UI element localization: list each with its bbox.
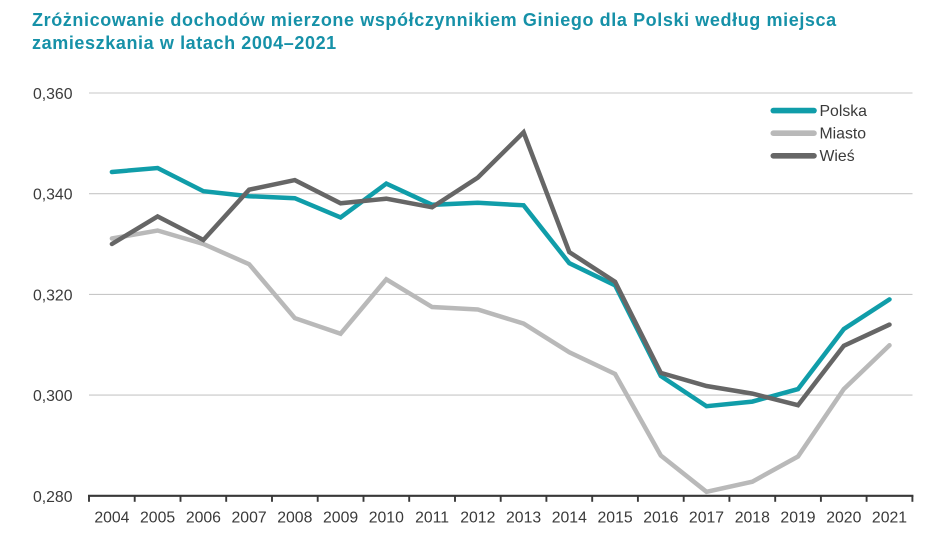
svg-text:0,360: 0,360: [33, 86, 73, 103]
svg-text:0,280: 0,280: [33, 489, 73, 506]
svg-text:2014: 2014: [552, 510, 587, 527]
svg-text:Polska: Polska: [820, 103, 868, 120]
svg-text:Wieś: Wieś: [820, 148, 855, 165]
svg-text:2018: 2018: [735, 510, 770, 527]
svg-text:2010: 2010: [369, 510, 404, 527]
svg-text:zamieszkania w latach 2004–202: zamieszkania w latach 2004–2021: [32, 33, 337, 53]
svg-text:2016: 2016: [643, 510, 678, 527]
svg-text:2004: 2004: [94, 510, 129, 527]
svg-text:0,320: 0,320: [33, 287, 73, 304]
svg-text:2021: 2021: [872, 510, 907, 527]
svg-text:Zróżnicowanie dochodów mierzon: Zróżnicowanie dochodów mierzone współczy…: [32, 10, 837, 30]
svg-text:2017: 2017: [689, 510, 724, 527]
svg-text:2007: 2007: [232, 510, 267, 527]
svg-text:2006: 2006: [186, 510, 221, 527]
svg-text:Miasto: Miasto: [820, 125, 867, 142]
svg-text:2019: 2019: [780, 510, 815, 527]
svg-text:2015: 2015: [598, 510, 633, 527]
svg-text:0,300: 0,300: [33, 388, 73, 405]
svg-text:0,340: 0,340: [33, 187, 73, 204]
svg-text:2020: 2020: [826, 510, 861, 527]
svg-text:2009: 2009: [323, 510, 358, 527]
svg-text:2013: 2013: [506, 510, 541, 527]
svg-text:2012: 2012: [460, 510, 495, 527]
svg-text:2008: 2008: [277, 510, 312, 527]
svg-text:2011: 2011: [415, 510, 449, 527]
svg-text:2005: 2005: [140, 510, 175, 527]
